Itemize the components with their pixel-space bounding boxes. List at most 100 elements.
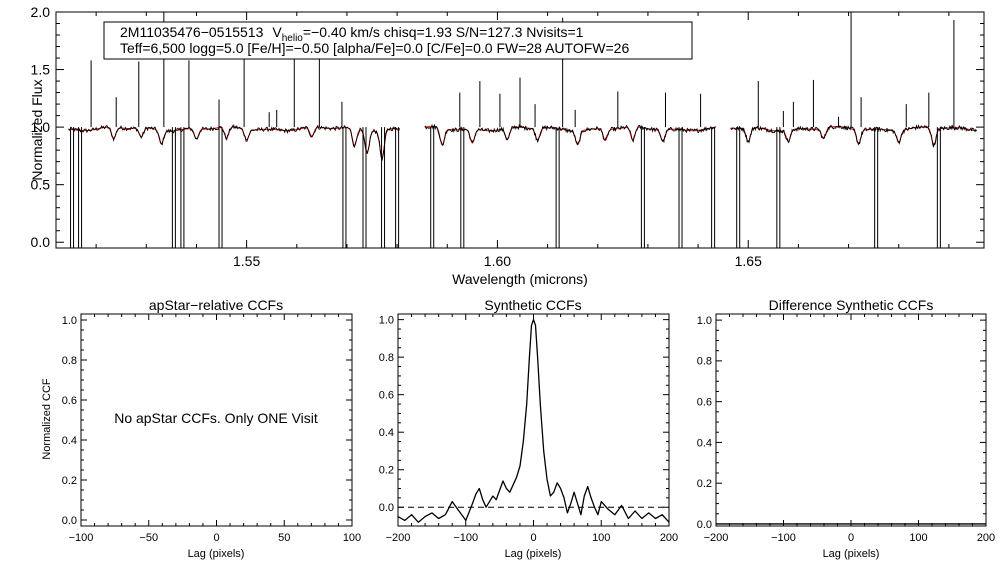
ccf3-xtick-label: 100 xyxy=(909,532,927,544)
spectrum-dropout xyxy=(640,127,645,248)
spectrum-dropout xyxy=(362,127,367,248)
ccf3-xtick-label: −100 xyxy=(771,532,796,544)
ccf3-ytick-label: 1.0 xyxy=(697,315,712,327)
spectrum-dropout xyxy=(180,127,185,248)
difference-ccf-y-ticks: 0.0 0.2 0.4 0.6 0.8 1.0 xyxy=(697,315,986,531)
ccf2-ytick-label: 0.4 xyxy=(379,427,394,439)
spec-xtick-label: 1.60 xyxy=(484,253,511,269)
ccf2-ytick-label: 0.8 xyxy=(379,352,394,364)
spectrum-dropout xyxy=(736,127,741,248)
difference-ccf-x-ticks: −200 −100 0 100 200 xyxy=(704,314,995,544)
synthetic-ccf-x-ticks: −200 −100 0 100 200 xyxy=(386,314,678,544)
synthetic-ccf-series xyxy=(397,318,670,523)
spectrum-info-box xyxy=(103,21,693,60)
synthetic-ccf-title: Synthetic CCFs xyxy=(484,297,581,313)
spectrum-observed-chip-3 xyxy=(730,124,977,148)
ccf2-ytick-label: 1.0 xyxy=(379,314,394,326)
difference-ccf-chart: −200 −100 0 100 200 0.0 0.2 0.4 0.6 0.8 1.0 Diffe… xyxy=(697,297,995,560)
ccf1-ytick-label: 0.8 xyxy=(62,355,77,367)
spectrum-dropout xyxy=(342,127,347,248)
spectrum-dropout xyxy=(936,127,941,248)
spectrum-model-series xyxy=(68,126,977,161)
spec-ytick-label: 1.0 xyxy=(31,119,51,135)
spectrum-dropout xyxy=(678,127,683,248)
vhelio-rest: =−0.40 km/s chisq=1.93 S/N=127.3 Nvisits… xyxy=(303,24,584,40)
ccf2-xtick-label: 200 xyxy=(660,532,678,544)
spectrum-info-line1: 2M11035476−0515513 Vhelio=−0.40 km/s chis… xyxy=(120,24,584,44)
spectrum-y-ticks: 0.0 0.5 1.0 1.5 2.0 xyxy=(31,4,984,250)
ccf2-xtick-label: −200 xyxy=(386,532,411,544)
spec-ytick-label: 0.5 xyxy=(31,177,51,193)
ccf1-xtick-label: −100 xyxy=(69,532,94,544)
spectrum-dropout xyxy=(430,127,435,248)
ccf1-ytick-label: 0.4 xyxy=(62,435,77,447)
ccf1-ytick-label: 0.0 xyxy=(62,515,77,527)
apstar-ccf-y-ticks: 0.0 0.2 0.4 0.6 0.8 1.0 xyxy=(62,315,352,527)
spec-ytick-label: 0.0 xyxy=(31,234,51,250)
spectrum-dropout xyxy=(381,127,386,248)
spectrum-dropout xyxy=(555,127,560,248)
spectrum-dropouts xyxy=(70,127,941,248)
ccf3-xtick-label: −200 xyxy=(704,532,729,544)
spectrum-chart: 1.55 1.60 1.65 0.0 0.5 1.0 1.5 2.0 2M11035476−… xyxy=(29,4,985,287)
spectrum-x-label: Wavelength (microns) xyxy=(452,271,588,287)
apstar-ccf-annotation: No apStar CCFs. Only ONE Visit xyxy=(114,410,318,426)
ccf1-xtick-label: 0 xyxy=(213,532,219,544)
spectrum-observed-chip-2 xyxy=(424,123,716,146)
ccf2-xtick-label: 100 xyxy=(592,532,610,544)
spectrum-observed-chip-1 xyxy=(68,123,401,161)
spec-ytick-label: 2.0 xyxy=(31,4,51,20)
synthetic-ccf-y-ticks: 0.0 0.2 0.4 0.6 0.8 1.0 xyxy=(379,314,669,514)
synthetic-ccf-chart: −200 −100 0 100 200 0.0 0.2 0.4 0.6 0.8 1.0 Synth… xyxy=(379,297,678,560)
ccf1-ytick-label: 0.2 xyxy=(62,475,77,487)
ccf2-ytick-label: 0.2 xyxy=(379,465,394,477)
ccf3-ytick-label: 0.2 xyxy=(697,478,712,490)
synthetic-ccf-x-label: Lag (pixels) xyxy=(505,548,562,560)
apstar-ccf-chart: −100 −50 0 50 100 0.0 0.2 0.4 0.6 0.8 1.0 apStar−… xyxy=(41,297,361,560)
apstar-ccf-x-ticks: −100 −50 0 50 100 xyxy=(69,314,361,544)
ccf2-xtick-label: 0 xyxy=(530,532,536,544)
ccf2-xtick-label: −100 xyxy=(453,532,478,544)
ccf3-xtick-label: 0 xyxy=(848,532,854,544)
ccf1-xtick-label: 50 xyxy=(278,532,290,544)
apstar-ccf-title: apStar−relative CCFs xyxy=(149,297,283,313)
ccf3-ytick-label: 0.0 xyxy=(697,519,712,531)
difference-ccf-title: Difference Synthetic CCFs xyxy=(769,297,934,313)
spectrum-x-ticks: 1.55 1.60 1.65 xyxy=(95,12,950,269)
spectrum-dropout xyxy=(711,127,716,248)
spec-ytick-label: 1.5 xyxy=(31,61,51,77)
ccf3-ytick-label: 0.8 xyxy=(697,356,712,368)
apstar-ccf-y-label: Normalized CCF xyxy=(41,378,53,460)
spectrum-dropout xyxy=(395,127,400,248)
spectrum-dropout xyxy=(78,127,83,248)
vhelio-subscript: helio xyxy=(282,33,304,44)
spectrum-dropout xyxy=(460,127,465,248)
spec-xtick-label: 1.65 xyxy=(735,253,762,269)
difference-ccf-frame xyxy=(715,313,987,527)
ccf3-xtick-label: 200 xyxy=(977,532,995,544)
ccf2-ytick-label: 0.6 xyxy=(379,390,394,402)
spectrum-dropout xyxy=(874,127,879,248)
spectrum-dropout xyxy=(171,127,176,248)
spectrum-y-label: Normalized Flux xyxy=(29,79,45,180)
spectrum-dropout xyxy=(776,127,781,248)
ccf3-ytick-label: 0.4 xyxy=(697,437,712,449)
ccf1-xtick-label: 100 xyxy=(343,532,361,544)
spec-xtick-label: 1.55 xyxy=(233,253,260,269)
synthetic-ccf-line xyxy=(397,318,670,523)
spectrum-frame xyxy=(55,11,985,249)
spectrum-dropout xyxy=(70,127,75,248)
synthetic-ccf-frame xyxy=(397,313,670,527)
spectrum-info-line2: Teff=6,500 logg=5.0 [Fe/H]=−0.50 [alpha/… xyxy=(120,40,629,56)
difference-ccf-x-label: Lag (pixels) xyxy=(823,548,880,560)
spectrum-dropout xyxy=(218,127,223,248)
ccf1-ytick-label: 0.6 xyxy=(62,395,77,407)
apstar-ccf-x-label: Lag (pixels) xyxy=(188,548,245,560)
ccf2-ytick-label: 0.0 xyxy=(379,502,394,514)
ccf1-xtick-label: −50 xyxy=(139,532,158,544)
spectrum-observed-series xyxy=(68,123,977,161)
ccf1-ytick-label: 1.0 xyxy=(62,315,77,327)
spectrum-model-chip-1 xyxy=(68,126,400,161)
